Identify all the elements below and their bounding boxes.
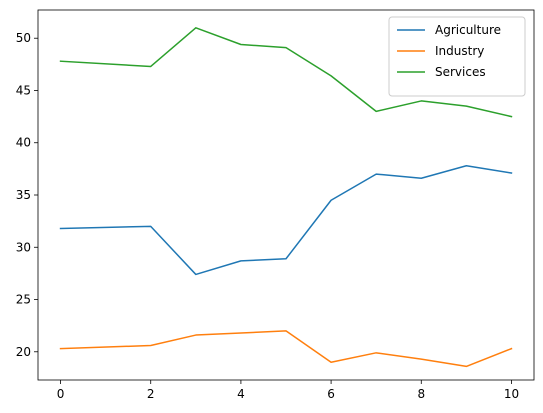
y-tick-label: 45 <box>16 83 31 97</box>
legend-label-services: Services <box>435 65 486 79</box>
y-tick-label: 30 <box>16 240 31 254</box>
legend-label-industry: Industry <box>435 44 484 58</box>
legend-label-agriculture: Agriculture <box>435 23 501 37</box>
series-line-services <box>59 27 513 118</box>
y-tick-label: 20 <box>16 345 31 359</box>
x-tick-label: 10 <box>504 387 519 401</box>
y-tick-label: 25 <box>16 293 31 307</box>
x-tick-label: 0 <box>57 387 65 401</box>
x-tick-label: 6 <box>327 387 335 401</box>
legend-box <box>388 16 526 97</box>
x-tick-label: 8 <box>417 387 425 401</box>
x-tick-label: 4 <box>237 387 245 401</box>
series-line-industry <box>59 330 513 368</box>
y-tick-label: 40 <box>16 136 31 150</box>
y-tick-label: 35 <box>16 188 31 202</box>
plot-frame <box>37 9 535 381</box>
series-line-agriculture <box>59 164 513 276</box>
y-tick-label: 50 <box>16 31 31 45</box>
x-tick-label: 2 <box>147 387 155 401</box>
